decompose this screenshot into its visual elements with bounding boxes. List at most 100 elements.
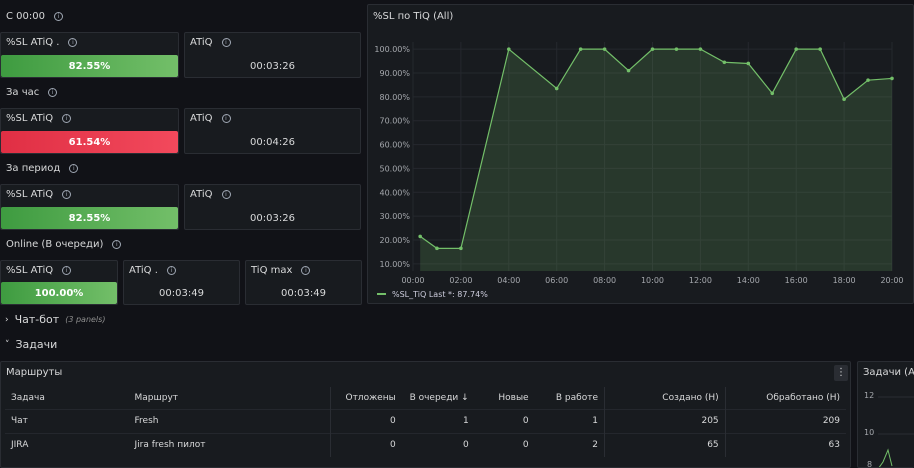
row-title-online: Online (В очереди) i [6,239,122,250]
column-header-new[interactable]: Новые [498,392,529,403]
chart-title: %SL по TiQ (All) [373,11,454,22]
chevron-down-icon: ˅ [5,339,10,350]
x-tick-label: 04:00 [497,276,520,285]
table-row: JIRA Jira fresh пилот 0 0 0 2 65 63 [5,432,846,457]
stat-value: 00:03:49 [159,288,204,299]
y-tick-label: 10.00% [379,260,410,269]
stat-value-bar: 82.55% [1,207,178,229]
column-header-created[interactable]: Создано (Н) [604,387,726,409]
x-tick-label: 18:00 [833,276,856,285]
column-header-in-progress[interactable]: В работе [534,387,605,409]
stat-panel-atiq-period[interactable]: ATiQ i 00:03:26 [184,184,361,230]
column-header-task[interactable]: Задача [11,392,45,403]
row-title-last-hour: За час i [6,87,58,98]
section-chatbot[interactable]: › Чат-бот (3 panels) [5,313,106,326]
stat-value: 00:03:26 [250,213,295,224]
y-tick-label: 8 [867,460,873,468]
chevron-right-icon: › [5,314,9,325]
x-tick-label: 02:00 [449,276,472,285]
table-cell: 1 [534,408,605,433]
stat-value: 00:04:26 [250,137,295,148]
stat-panel-atiq-since-midnight[interactable]: ATiQ i 00:03:26 [184,32,361,78]
table-cell: 0 [330,432,402,457]
column-header-processed[interactable]: Обработано (Н) [766,392,840,403]
y-tick-label: 80.00% [379,93,410,102]
data-point [674,47,679,51]
info-icon[interactable]: i [62,190,72,199]
data-point [770,91,775,96]
section-tasks[interactable]: ˅ Задачи [5,338,58,351]
table-cell: 209 [725,408,846,433]
column-header-in-queue[interactable]: В очереди ↓ [409,392,469,403]
column-header-postponed[interactable]: Отложены [345,392,396,403]
table-cell: Чат [5,408,129,433]
table-cell: 63 [725,432,846,457]
stat-panel-sl-atiq-period[interactable]: %SL ATiQ i 82.55% [0,184,179,230]
data-point [698,47,703,51]
table-row: Чат Fresh 0 1 0 1 205 209 [5,408,846,433]
data-point [554,86,559,91]
x-tick-label: 14:00 [737,276,760,285]
legend-label: %SL_TiQ Last *: 87.74% [392,290,488,299]
y-tick-label: 12 [864,391,875,400]
info-icon[interactable]: i [166,266,176,275]
y-tick-label: 90.00% [379,69,410,78]
stat-panel-sl-atiq-online[interactable]: %SL ATiQ i 100.00% [0,260,118,305]
stat-panel-sl-atiq-since-midnight[interactable]: %SL ATiQ .i 82.55% [0,32,179,78]
data-point [842,97,846,102]
data-point [602,47,607,51]
info-icon[interactable]: i [221,190,231,199]
info-icon[interactable]: i [53,12,63,21]
info-icon[interactable]: i [62,114,72,123]
stat-panel-atiq-online[interactable]: ATiQ .i 00:03:49 [123,260,240,305]
routes-table: Задача Маршрут Отложены В очереди ↓ Новы… [5,387,846,457]
tasks-all-chart-fragment [878,396,914,467]
table-cell: 205 [604,408,726,433]
table-cell: JIRA [5,432,129,457]
routes-panel[interactable]: Маршруты ⋮ Задача Маршрут Отложены В оче… [0,361,851,468]
stat-value-bar: 100.00% [1,282,117,304]
x-tick-label: 10:00 [641,276,664,285]
info-icon[interactable]: i [221,114,231,123]
tasks-all-title: Задачи (All) [863,367,914,378]
stat-panel-atiq-last-hour[interactable]: ATiQ i 00:04:26 [184,108,361,154]
info-icon[interactable]: i [68,38,78,47]
chart-panel-sl-tiq[interactable]: %SL по TiQ (All) 10.00% 20.00% 30.00% 40.00… [367,4,914,304]
table-cell: 1 [401,408,475,433]
table-cell: 65 [604,432,726,457]
data-point [626,68,631,73]
x-tick-label: 06:00 [545,276,568,285]
table-cell: Fresh [128,408,332,433]
data-point [650,47,655,51]
stat-value: 00:03:49 [281,288,326,299]
routes-panel-title: Маршруты [6,367,63,378]
info-icon[interactable]: i [112,240,122,249]
data-point [722,60,727,65]
info-icon[interactable]: i [48,88,58,97]
tasks-all-panel[interactable]: Задачи (All) 12 10 8 [857,361,914,468]
row-title-period: За период i [6,163,79,174]
info-icon[interactable]: i [69,164,79,173]
panel-menu-icon[interactable]: ⋮ [834,365,848,381]
table-cell: 0 [474,408,535,433]
stat-panel-tiq-max[interactable]: TiQ max i 00:03:49 [245,260,362,305]
stat-value-bar: 82.55% [1,55,178,77]
x-tick-label: 20:00 [880,276,903,285]
info-icon[interactable]: i [62,266,72,275]
column-header-route[interactable]: Маршрут [128,387,332,409]
stat-value: 00:03:26 [250,61,295,72]
sl-tiq-chart[interactable]: 10.00% 20.00% 30.00% 40.00% 50.00% 60.00% 70.0… [368,5,914,305]
data-point [435,246,439,251]
y-tick-label: 70.00% [379,117,410,126]
data-point [746,61,751,66]
row-title-since-midnight: С 00:00 i [6,11,63,22]
stat-panel-sl-atiq-last-hour[interactable]: %SL ATiQ i 61.54% [0,108,179,154]
sort-desc-icon: ↓ [461,392,469,403]
y-tick-label: 10 [864,428,875,437]
table-cell: Jira fresh пилот [128,432,332,457]
y-tick-label: 20.00% [379,236,410,245]
table-cell: 2 [534,432,605,457]
info-icon[interactable]: i [221,38,231,47]
info-icon[interactable]: i [301,266,311,275]
y-tick-label: 30.00% [379,212,410,221]
